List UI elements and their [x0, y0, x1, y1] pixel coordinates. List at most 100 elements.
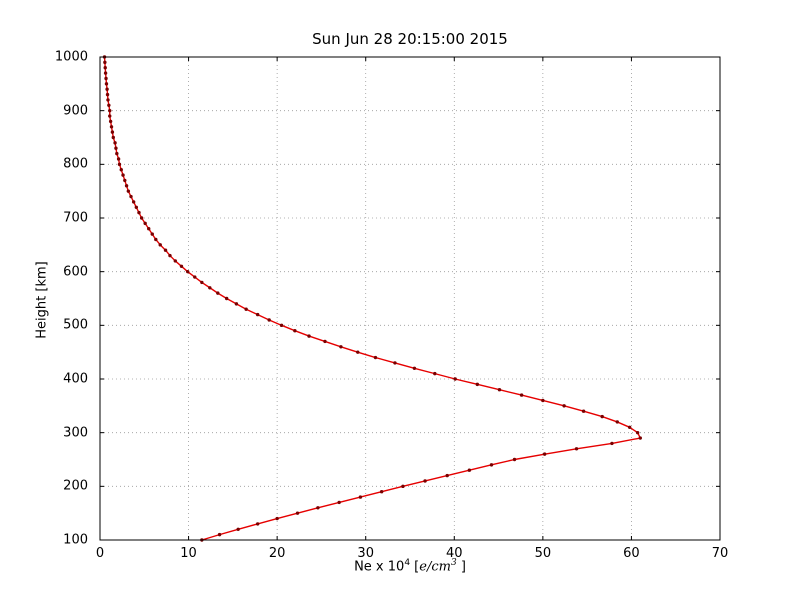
x-axis-label-unit-exponent: 3 — [450, 558, 457, 568]
y-tick-label: 1000 — [54, 49, 88, 65]
ne-profile-marker — [103, 60, 107, 65]
ne-profile-marker — [581, 409, 586, 413]
ne-profile-marker — [217, 532, 222, 537]
ne-profile-marker — [267, 318, 271, 322]
ne-profile-marker — [600, 414, 604, 419]
ne-profile-marker — [497, 388, 502, 392]
chart-title: Sun Jun 28 20:15:00 2015 — [312, 30, 508, 48]
x-tick-label: 0 — [95, 546, 105, 561]
ne-profile-marker — [113, 141, 117, 145]
x-tick-label: 40 — [446, 546, 463, 561]
y-tick-label: 600 — [63, 264, 88, 280]
ne-profile-marker — [467, 468, 472, 472]
ne-profile-marker — [234, 302, 239, 306]
ne-profile-marker — [200, 280, 204, 285]
ne-profile-marker — [114, 146, 118, 150]
ne-profile-marker — [445, 473, 449, 478]
ne-profile-marker — [109, 125, 114, 129]
ne-profile-marker — [143, 221, 147, 226]
ne-profile-marker — [293, 329, 297, 333]
ne-profile-marker — [108, 119, 113, 124]
y-tick-label: 100 — [63, 532, 88, 548]
ne-profile-marker — [111, 135, 115, 140]
ne-profile-marker — [401, 484, 405, 489]
ne-profile-marker — [512, 457, 517, 462]
ne-profile-marker — [453, 377, 457, 381]
ne-profile-marker — [137, 210, 141, 215]
ne-profile-marker — [356, 350, 360, 354]
y-tick-label: 900 — [63, 103, 88, 119]
ne-profile-marker — [107, 103, 111, 108]
ne-profile-marker — [339, 345, 343, 349]
ne-profile-marker — [193, 275, 197, 279]
ne-profile-marker — [103, 66, 107, 70]
ne-profile-line — [103, 56, 641, 541]
x-tick-label: 70 — [711, 546, 729, 561]
ne-profile-marker — [275, 516, 279, 521]
ne-profile-marker — [123, 178, 127, 183]
ne-profile-marker — [119, 168, 123, 172]
ne-profile-marker — [433, 371, 437, 376]
ne-profile-marker — [134, 205, 139, 209]
y-tick-label: 700 — [63, 210, 88, 226]
ne-profile-marker — [562, 404, 566, 408]
x-axis-label-exponent: 4 — [404, 558, 411, 568]
y-tick-label: 200 — [63, 478, 88, 494]
x-axis-label-unit: e/cm — [419, 559, 451, 575]
ne-profile-marker — [574, 447, 579, 451]
x-tick-label: 60 — [623, 546, 640, 561]
ne-profile-marker — [373, 355, 378, 360]
ne-profile-marker — [475, 382, 480, 387]
y-tick-label: 300 — [63, 425, 88, 441]
x-axis-label: Ne x 104 [e/cm3 ] — [100, 558, 720, 574]
ne-profile-marker — [610, 441, 614, 446]
ne-profile-marker — [154, 237, 158, 242]
ne-profile-marker — [627, 425, 632, 429]
ne-profile-marker — [379, 490, 384, 494]
x-axis-label-bracket-open: [ — [410, 559, 420, 575]
ne-profile-marker — [103, 71, 108, 75]
x-tick-label: 50 — [534, 546, 552, 561]
ne-profile-marker — [615, 420, 619, 424]
x-tick-label: 10 — [180, 546, 197, 561]
ne-profile-marker — [104, 76, 108, 81]
ne-profile-marker — [255, 312, 260, 317]
ne-profile-marker — [208, 286, 212, 290]
ne-profile-marker — [110, 130, 115, 134]
ne-profile-marker — [126, 189, 131, 193]
ne-profile-marker — [158, 243, 162, 247]
ne-profile-marker — [638, 436, 642, 440]
ne-profile-marker — [244, 307, 248, 311]
ne-profile-marker — [635, 430, 640, 435]
ne-profile-marker — [216, 291, 220, 295]
ne-profile-marker — [519, 393, 524, 397]
ne-profile-marker — [423, 479, 427, 483]
ne-profile-marker — [316, 506, 320, 510]
ne-profile-marker — [106, 98, 110, 102]
ne-profile-marker — [115, 151, 119, 156]
ne-profile-marker — [541, 398, 545, 403]
ne-profile-marker — [236, 527, 240, 531]
ne-profile-marker — [295, 511, 300, 515]
ne-profile-marker — [104, 82, 109, 86]
ne-profile-marker — [179, 264, 184, 268]
ne-profile-marker — [163, 248, 168, 252]
x-tick-label: 30 — [357, 546, 374, 561]
ne-profile-marker — [168, 253, 172, 258]
ne-profile-marker — [393, 361, 397, 365]
ne-profile-marker — [185, 269, 190, 274]
y-tick-label: 800 — [63, 156, 88, 172]
ne-profile-marker — [117, 162, 122, 167]
x-tick-label: 20 — [268, 546, 286, 561]
ne-profile-marker — [116, 157, 121, 161]
ne-profile-marker — [121, 173, 125, 177]
y-tick-label: 400 — [63, 371, 88, 387]
ne-profile-marker — [105, 87, 109, 91]
ne-profile-marker — [147, 227, 151, 231]
ne-profile-marker — [323, 339, 327, 344]
ne-profile-marker — [150, 232, 154, 236]
ne-profile-marker — [173, 259, 177, 263]
x-axis-label-base: Ne x 10 — [354, 559, 405, 575]
ne-profile-marker — [307, 334, 311, 338]
